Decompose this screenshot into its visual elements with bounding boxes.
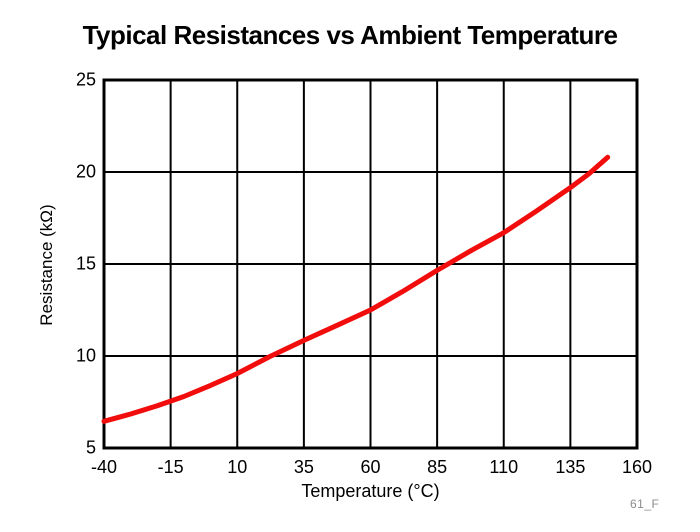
x-tick-label: 160 (621, 457, 653, 477)
x-tick-label: 85 (427, 457, 448, 477)
chart-title: Typical Resistances vs Ambient Temperatu… (82, 20, 618, 50)
x-tick-label: 135 (555, 457, 586, 477)
x-tick-label: 35 (293, 457, 314, 477)
resistance-curve (101, 154, 611, 424)
y-axis-tick-labels: 5 10 15 20 25 (0, 0, 96, 532)
x-tick-label: 110 (489, 457, 519, 477)
x-tick-label: 10 (227, 457, 248, 477)
y-tick-label: 10 (75, 345, 96, 366)
y-tick-label: 25 (75, 69, 96, 90)
y-tick-label: 15 (75, 253, 96, 274)
y-tick-label: 5 (85, 437, 96, 458)
x-tick-label: -15 (157, 457, 184, 477)
figure-code-label: 61_F (630, 497, 660, 511)
plot-frame (102, 78, 639, 450)
x-tick-label: 60 (360, 457, 381, 477)
y-tick-label: 20 (75, 161, 96, 182)
x-axis-title: Temperature (°C) (301, 481, 440, 501)
x-tick-label: -40 (90, 457, 118, 477)
